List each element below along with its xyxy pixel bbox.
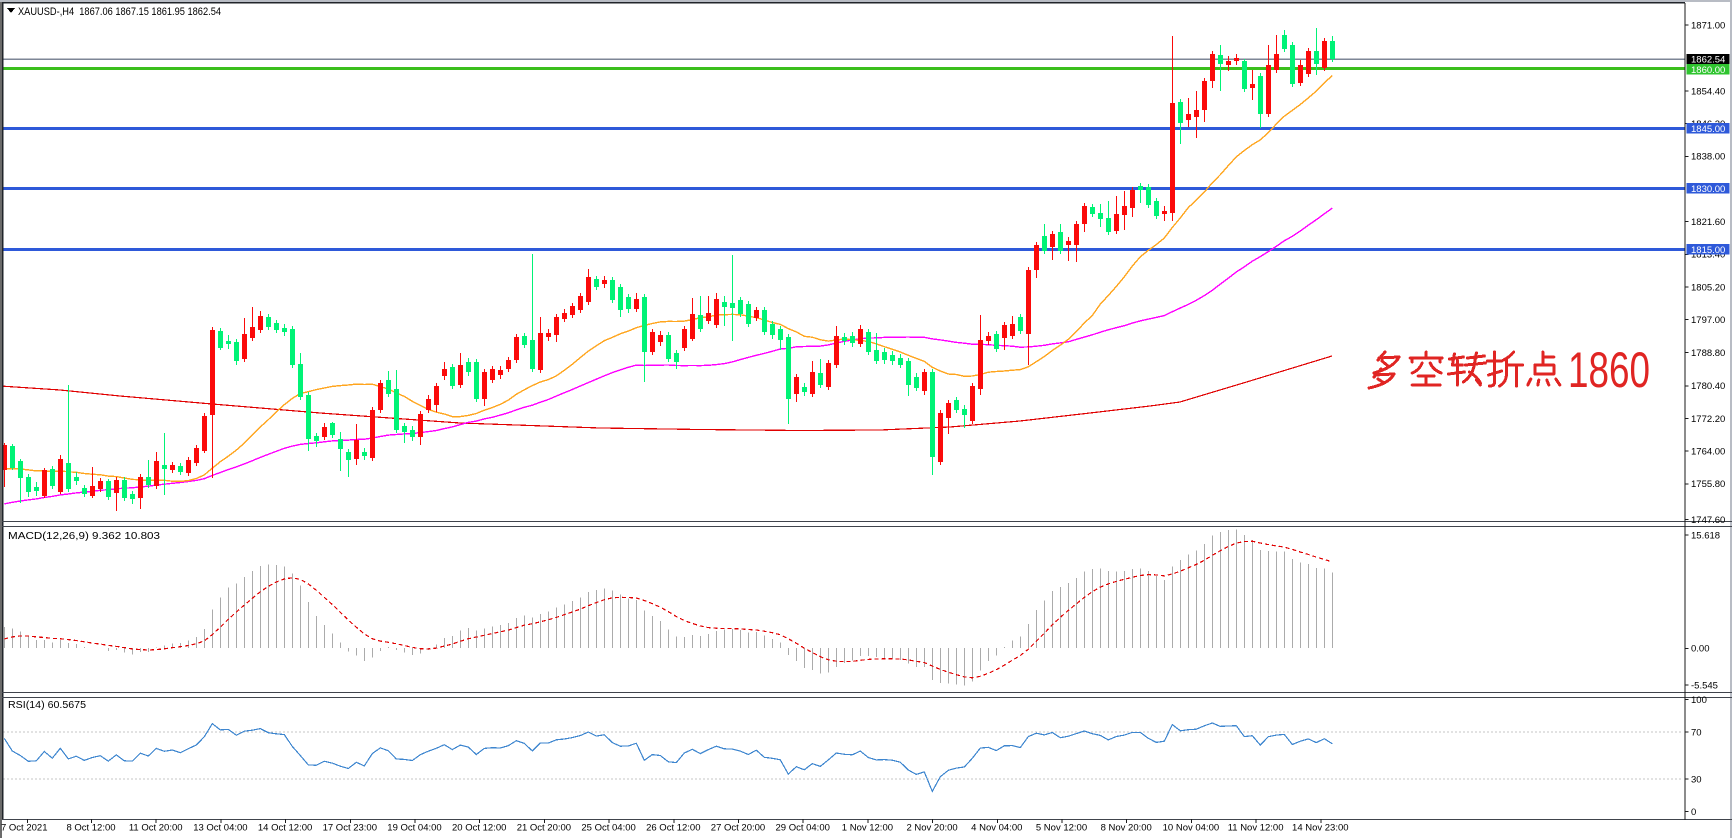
svg-text:15.618: 15.618: [1691, 530, 1720, 541]
svg-text:1860: 1860: [1568, 342, 1650, 398]
svg-text:8 Oct 12:00: 8 Oct 12:00: [66, 823, 115, 834]
svg-text:1862.54: 1862.54: [1691, 55, 1725, 66]
svg-text:11 Oct 20:00: 11 Oct 20:00: [129, 823, 183, 834]
svg-text:1821.60: 1821.60: [1691, 217, 1725, 228]
svg-text:RSI(14) 60.5675: RSI(14) 60.5675: [8, 700, 86, 711]
svg-text:1755.80: 1755.80: [1691, 479, 1725, 490]
svg-text:1845.00: 1845.00: [1691, 124, 1725, 135]
svg-text:0: 0: [1691, 807, 1696, 818]
svg-text:10 Nov 04:00: 10 Nov 04:00: [1163, 823, 1220, 834]
svg-text:21 Oct 20:00: 21 Oct 20:00: [517, 823, 571, 834]
svg-text:17 Oct 23:00: 17 Oct 23:00: [323, 823, 377, 834]
svg-text:26 Oct 12:00: 26 Oct 12:00: [646, 823, 700, 834]
svg-text:7 Oct 2021: 7 Oct 2021: [1, 823, 47, 834]
svg-text:1805.20: 1805.20: [1691, 282, 1725, 293]
svg-text:4 Nov 04:00: 4 Nov 04:00: [971, 823, 1022, 834]
svg-text:1772.20: 1772.20: [1691, 414, 1725, 425]
svg-text:25 Oct 04:00: 25 Oct 04:00: [581, 823, 635, 834]
svg-text:1815.00: 1815.00: [1691, 245, 1725, 256]
svg-text:11 Nov 12:00: 11 Nov 12:00: [1228, 823, 1284, 834]
svg-text:30: 30: [1691, 774, 1702, 785]
svg-text:100: 100: [1691, 695, 1707, 706]
svg-text:14 Nov 23:00: 14 Nov 23:00: [1292, 823, 1349, 834]
svg-text:1854.40: 1854.40: [1691, 86, 1725, 97]
svg-text:20 Oct 12:00: 20 Oct 12:00: [452, 823, 506, 834]
svg-text:MACD(12,26,9) 9.362 10.803: MACD(12,26,9) 9.362 10.803: [8, 531, 161, 542]
svg-text:1871.00: 1871.00: [1691, 20, 1725, 31]
svg-text:19 Oct 04:00: 19 Oct 04:00: [387, 823, 441, 834]
svg-text:1764.00: 1764.00: [1691, 447, 1725, 458]
svg-text:1860.00: 1860.00: [1691, 65, 1725, 76]
svg-text:1 Nov 12:00: 1 Nov 12:00: [842, 823, 893, 834]
svg-text:1788.80: 1788.80: [1691, 348, 1725, 359]
svg-text:1797.00: 1797.00: [1691, 315, 1725, 326]
svg-text:1813.40: 1813.40: [1691, 250, 1725, 261]
svg-text:14 Oct 12:00: 14 Oct 12:00: [258, 823, 312, 834]
svg-text:27 Oct 20:00: 27 Oct 20:00: [711, 823, 765, 834]
svg-text:29 Oct 04:00: 29 Oct 04:00: [775, 823, 829, 834]
svg-text:13 Oct 04:00: 13 Oct 04:00: [193, 823, 247, 834]
svg-text:1747.60: 1747.60: [1691, 515, 1725, 526]
svg-text:70: 70: [1691, 728, 1702, 739]
svg-text:2 Nov 20:00: 2 Nov 20:00: [906, 823, 957, 834]
svg-text:8 Nov 20:00: 8 Nov 20:00: [1101, 823, 1152, 834]
svg-text:XAUUSD-,H4 1867.06 1867.15 18: XAUUSD-,H4 1867.06 1867.15 1861.95 1862.…: [18, 6, 221, 18]
svg-text:0.00: 0.00: [1691, 644, 1710, 655]
svg-text:1830.00: 1830.00: [1691, 184, 1725, 195]
svg-text:5 Nov 12:00: 5 Nov 12:00: [1036, 823, 1087, 834]
svg-text:1838.00: 1838.00: [1691, 152, 1725, 163]
svg-text:-5.545: -5.545: [1691, 680, 1718, 691]
svg-text:1780.40: 1780.40: [1691, 381, 1725, 392]
